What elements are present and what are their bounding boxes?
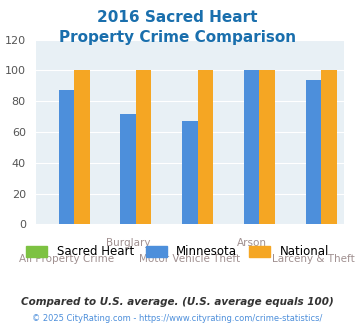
Bar (321, 70, 337, 224)
Legend: Sacred Heart, Minnesota, National: Sacred Heart, Minnesota, National (21, 241, 334, 263)
Bar (74, 70, 89, 224)
Text: 2016 Sacred Heart: 2016 Sacred Heart (97, 10, 258, 25)
Text: © 2025 CityRating.com - https://www.cityrating.com/crime-statistics/: © 2025 CityRating.com - https://www.city… (32, 314, 323, 323)
Text: All Property Crime: All Property Crime (19, 254, 114, 264)
Bar (198, 70, 213, 224)
Bar (59, 90, 74, 224)
Text: Compared to U.S. average. (U.S. average equals 100): Compared to U.S. average. (U.S. average … (21, 297, 334, 307)
Bar (244, 70, 260, 224)
Bar (182, 121, 198, 224)
Text: Motor Vehicle Theft: Motor Vehicle Theft (140, 254, 240, 264)
Text: Larceny & Theft: Larceny & Theft (272, 254, 355, 264)
Bar (120, 114, 136, 224)
Bar (306, 80, 321, 224)
Bar (260, 70, 275, 224)
Text: Burglary: Burglary (106, 238, 151, 248)
Bar (136, 70, 151, 224)
Text: Arson: Arson (237, 238, 267, 248)
Text: Property Crime Comparison: Property Crime Comparison (59, 30, 296, 45)
